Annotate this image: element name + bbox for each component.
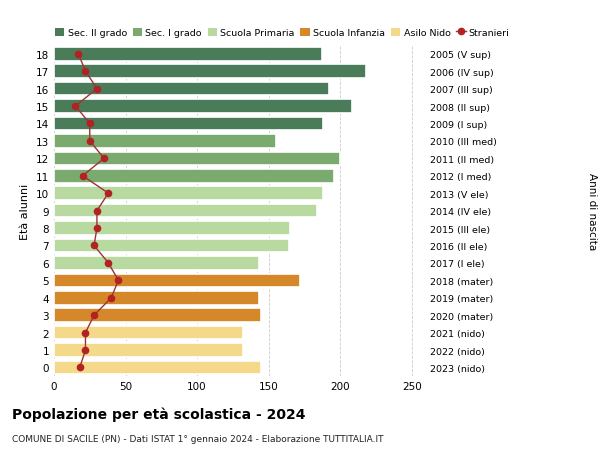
Bar [54,118,323,131]
Bar [54,222,290,235]
Bar [54,239,289,253]
Legend: Sec. II grado, Sec. I grado, Scuola Primaria, Scuola Infanzia, Asilo Nido, Stran: Sec. II grado, Sec. I grado, Scuola Prim… [55,29,509,38]
Bar [54,361,262,375]
Bar [54,135,276,148]
Bar [54,291,259,305]
Bar [54,257,259,270]
Bar [54,309,262,322]
Y-axis label: Età alunni: Età alunni [20,183,31,239]
Bar [54,100,352,113]
Bar [54,343,243,357]
Bar [54,152,340,166]
Bar [54,187,323,201]
Bar [54,204,317,218]
Text: COMUNE DI SACILE (PN) - Dati ISTAT 1° gennaio 2024 - Elaborazione TUTTITALIA.IT: COMUNE DI SACILE (PN) - Dati ISTAT 1° ge… [12,434,383,443]
Bar [54,65,366,79]
Text: Popolazione per età scolastica - 2024: Popolazione per età scolastica - 2024 [12,406,305,421]
Bar [54,169,334,183]
Text: Anni di nascita: Anni di nascita [587,173,597,250]
Bar [54,274,300,287]
Bar [54,48,322,62]
Bar [54,326,243,340]
Bar [54,83,329,96]
